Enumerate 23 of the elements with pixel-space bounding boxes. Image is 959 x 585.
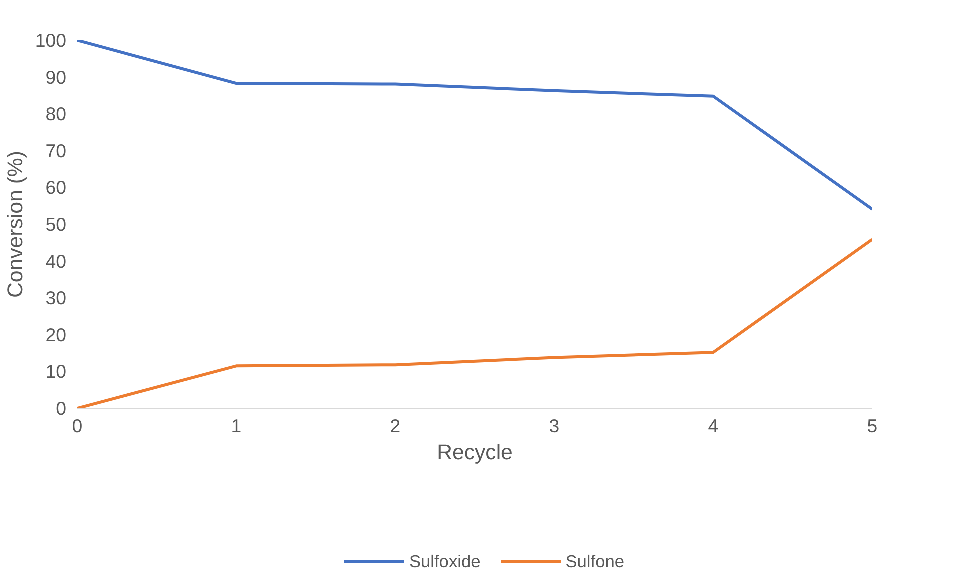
y-tick-label: 60	[46, 177, 67, 198]
line-series	[78, 40, 872, 211]
y-tick-label: 100	[35, 30, 67, 51]
y-tick-label: 30	[46, 288, 67, 309]
x-tick-label: 1	[231, 416, 242, 436]
y-tick-label: 50	[46, 214, 67, 235]
x-tick-label: 0	[72, 416, 83, 436]
y-tick-label: 10	[46, 361, 67, 382]
x-tick-label: 5	[867, 416, 878, 436]
y-axis-title: Conversion (%)	[3, 151, 28, 298]
x-tick-label: 4	[708, 416, 719, 436]
y-tick-label: 0	[56, 398, 67, 419]
y-tick-label: 40	[46, 250, 67, 272]
x-tick-label: 3	[549, 416, 560, 436]
x-axis-title: Recycle	[437, 440, 513, 464]
y-tick-label: 70	[46, 140, 67, 162]
y-tick-label: 80	[46, 104, 67, 125]
legend-label: Sulfone	[566, 551, 625, 572]
legend-label: Sulfoxide	[409, 551, 481, 572]
x-tick-label: 2	[390, 416, 401, 436]
y-tick-label: 20	[46, 324, 67, 346]
line-series	[78, 238, 872, 408]
y-tick-label: 90	[46, 66, 67, 88]
